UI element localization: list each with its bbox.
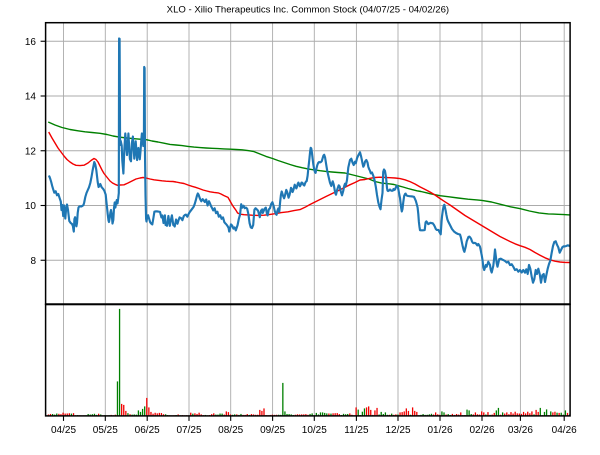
svg-text:03/26: 03/26 xyxy=(508,425,533,436)
svg-text:XLO - Xilio Therapeutics Inc.: XLO - Xilio Therapeutics Inc. Common Sto… xyxy=(167,4,449,15)
svg-text:12/25: 12/25 xyxy=(385,425,410,436)
svg-text:02/26: 02/26 xyxy=(469,425,494,436)
svg-text:10: 10 xyxy=(25,201,37,212)
svg-text:05/25: 05/25 xyxy=(93,425,118,436)
svg-text:8: 8 xyxy=(30,256,36,267)
svg-text:14: 14 xyxy=(25,92,37,103)
svg-text:04/25: 04/25 xyxy=(51,425,76,436)
svg-text:09/25: 09/25 xyxy=(260,425,285,436)
svg-text:06/25: 06/25 xyxy=(135,425,160,436)
svg-text:04/26: 04/26 xyxy=(552,425,577,436)
svg-text:08/25: 08/25 xyxy=(218,425,243,436)
svg-text:11/25: 11/25 xyxy=(344,425,369,436)
svg-text:01/26: 01/26 xyxy=(427,425,452,436)
svg-text:12: 12 xyxy=(25,146,37,157)
svg-text:10/25: 10/25 xyxy=(302,425,327,436)
svg-text:16: 16 xyxy=(25,37,37,48)
svg-text:07/25: 07/25 xyxy=(176,425,201,436)
